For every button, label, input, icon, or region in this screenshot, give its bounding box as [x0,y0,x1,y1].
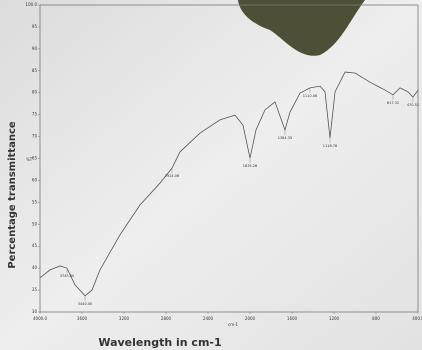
peak-label: 1635.26 [243,164,257,168]
x-tick-label: 400.0 [412,316,422,321]
peak-label: 3743.60 [60,274,74,278]
x-tick-label: 3600 [77,316,88,321]
y-tick-label: 95 [32,24,38,29]
x-axis-label: Wavelength in cm-1 [98,336,221,349]
y-tick-label: 40 [32,265,38,270]
y-tick-label: 70 [32,134,38,139]
x-tick-label: 4000.0 [33,316,47,321]
x-tick-label: 2400 [203,316,214,321]
y-axis-label: Percentage transmittance [7,121,18,269]
x-tick-label: 2800 [161,316,172,321]
x-tick-label: 800 [372,316,380,321]
x-tick-label: 1600 [287,316,298,321]
peak-label: 1384.35 [278,136,292,140]
x-tick-label: 1200 [329,316,340,321]
y-tick-label: 55 [32,199,38,204]
peak-label: 3440.00 [78,302,92,306]
y-tick-label: 50 [32,221,38,226]
peak-label: 617.32 [387,101,399,105]
x-tick-label: 3200 [119,316,130,321]
y-tick-label: 75 [32,112,38,117]
peak-label: 1110.06 [303,94,317,98]
x-tick-label: 2000 [245,316,256,321]
peak-label: 470.52 [407,103,419,107]
chart: Percentage transmittance Wavelength in c… [0,0,422,350]
y-tick-label: 30 [32,309,38,314]
y-tick-label: 80 [32,90,38,95]
peak-label: 2924.06 [165,174,179,178]
y-tick-label: 45 [32,243,38,248]
y-tick-label: 35 [32,287,38,292]
y-tick-label: 100.0 [26,2,38,7]
y-tick-label: 90 [32,46,38,51]
x-unit: cm-1 [228,322,239,327]
screenshot: Percentage transmittance Wavelength in c… [0,0,422,350]
y-tick-label: 60 [32,177,38,182]
background [0,0,422,350]
peak-label: 1118.78 [323,144,337,148]
y-tick-label: 65 [32,156,38,161]
y-tick-label: 85 [32,68,38,73]
